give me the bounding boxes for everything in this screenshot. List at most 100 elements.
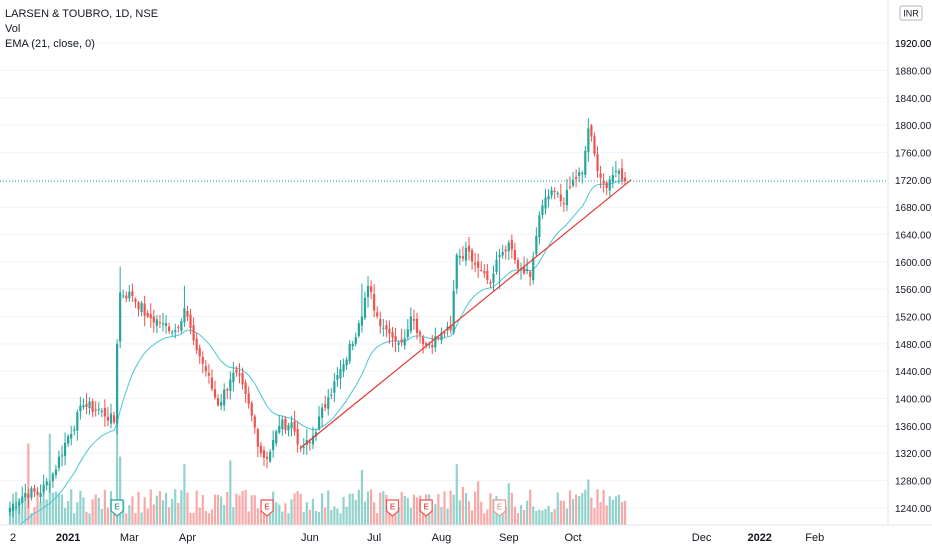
volume-bar (63, 507, 67, 525)
candle-body (244, 382, 247, 394)
candle-body (241, 372, 244, 385)
candle-body (556, 192, 559, 195)
candle-body (265, 456, 269, 459)
candle (272, 430, 275, 458)
candle-body (299, 447, 302, 449)
volume-bar (437, 493, 440, 525)
volume-bar (293, 493, 296, 525)
candle (45, 477, 48, 491)
volume-bar (568, 490, 572, 525)
candle-body (498, 254, 501, 258)
candle (278, 414, 281, 435)
volume-bar (8, 508, 12, 525)
candle (296, 421, 299, 453)
candle-body (232, 372, 235, 383)
volume-bar (575, 494, 578, 525)
candle (106, 407, 110, 427)
candle (146, 310, 149, 318)
volume-bar (581, 493, 584, 525)
candle-body (458, 255, 461, 258)
volume-bar (210, 509, 214, 525)
candle-body (385, 325, 388, 330)
volume-bar (76, 502, 79, 525)
candle (584, 145, 587, 179)
volume-bar (189, 512, 192, 525)
candle-body (363, 297, 367, 318)
candle (164, 315, 168, 334)
candle (608, 175, 611, 199)
candle (406, 319, 409, 340)
candle (578, 167, 581, 183)
volume-bar (556, 492, 559, 525)
candle (42, 474, 45, 495)
candle-body (79, 405, 82, 412)
volume-bar (226, 491, 229, 525)
volume-bar (201, 494, 204, 525)
candle (174, 323, 177, 339)
volume-bar (388, 510, 391, 525)
candle (590, 123, 593, 142)
volume-bar (253, 495, 256, 525)
candle (134, 297, 137, 308)
candle (611, 166, 614, 189)
earnings-marker-label: E (423, 503, 429, 512)
price-tick-label: 1760.00 (895, 148, 932, 159)
candle-body (183, 308, 186, 323)
volume-bar (324, 507, 327, 525)
volume-bar (474, 491, 477, 525)
candle-body (492, 273, 495, 283)
price-tick-label: 1360.00 (895, 422, 932, 433)
candle (290, 415, 293, 437)
volume-bar (198, 507, 201, 525)
candle-body (443, 331, 446, 334)
earnings-marker[interactable]: E (385, 499, 400, 517)
candle-body (137, 302, 140, 310)
candle (553, 187, 556, 200)
candle-body (562, 203, 565, 205)
earnings-marker[interactable]: E (419, 499, 433, 517)
volume-bar (538, 509, 541, 525)
candle (379, 311, 382, 334)
candle-body (161, 323, 165, 325)
earnings-marker[interactable]: E (493, 499, 507, 517)
price-axis: 1240.00 1280.00 1320.00 1360.00 1400.00 1440.… (887, 0, 932, 525)
earnings-marker[interactable]: E (110, 499, 124, 517)
volume-bar (149, 489, 152, 525)
volume-bar (578, 496, 581, 525)
time-tick-label: Oct (564, 532, 581, 544)
candle-body (321, 407, 324, 418)
candle-body (131, 291, 134, 296)
candle-body (535, 235, 538, 255)
volume-bar (602, 490, 605, 525)
candle (431, 334, 434, 355)
candle (24, 483, 27, 501)
candle (76, 409, 79, 441)
volume-bar (412, 494, 416, 525)
candle-body (311, 435, 315, 445)
time-tick-label: Jul (367, 532, 381, 544)
candle (177, 324, 180, 333)
volume-bar (339, 513, 342, 525)
volume-bar (24, 495, 27, 525)
volume-bar (470, 510, 474, 525)
candle-body (467, 245, 471, 252)
candle-body (425, 343, 428, 346)
candle (186, 305, 189, 322)
candle (70, 425, 73, 446)
candle-body (186, 311, 189, 317)
volume-bar (250, 495, 253, 525)
earnings-marker-label: E (390, 503, 396, 512)
volume-bar (171, 498, 174, 525)
time-axis-bg (0, 525, 932, 550)
candle (223, 383, 226, 411)
volume-bar (60, 494, 64, 525)
candle (60, 445, 64, 467)
candle-body (281, 419, 284, 430)
candle-body (51, 473, 54, 482)
candle-body (480, 269, 483, 271)
volume-bar (605, 505, 608, 525)
earnings-marker[interactable]: E (260, 499, 274, 517)
candle (256, 427, 259, 458)
